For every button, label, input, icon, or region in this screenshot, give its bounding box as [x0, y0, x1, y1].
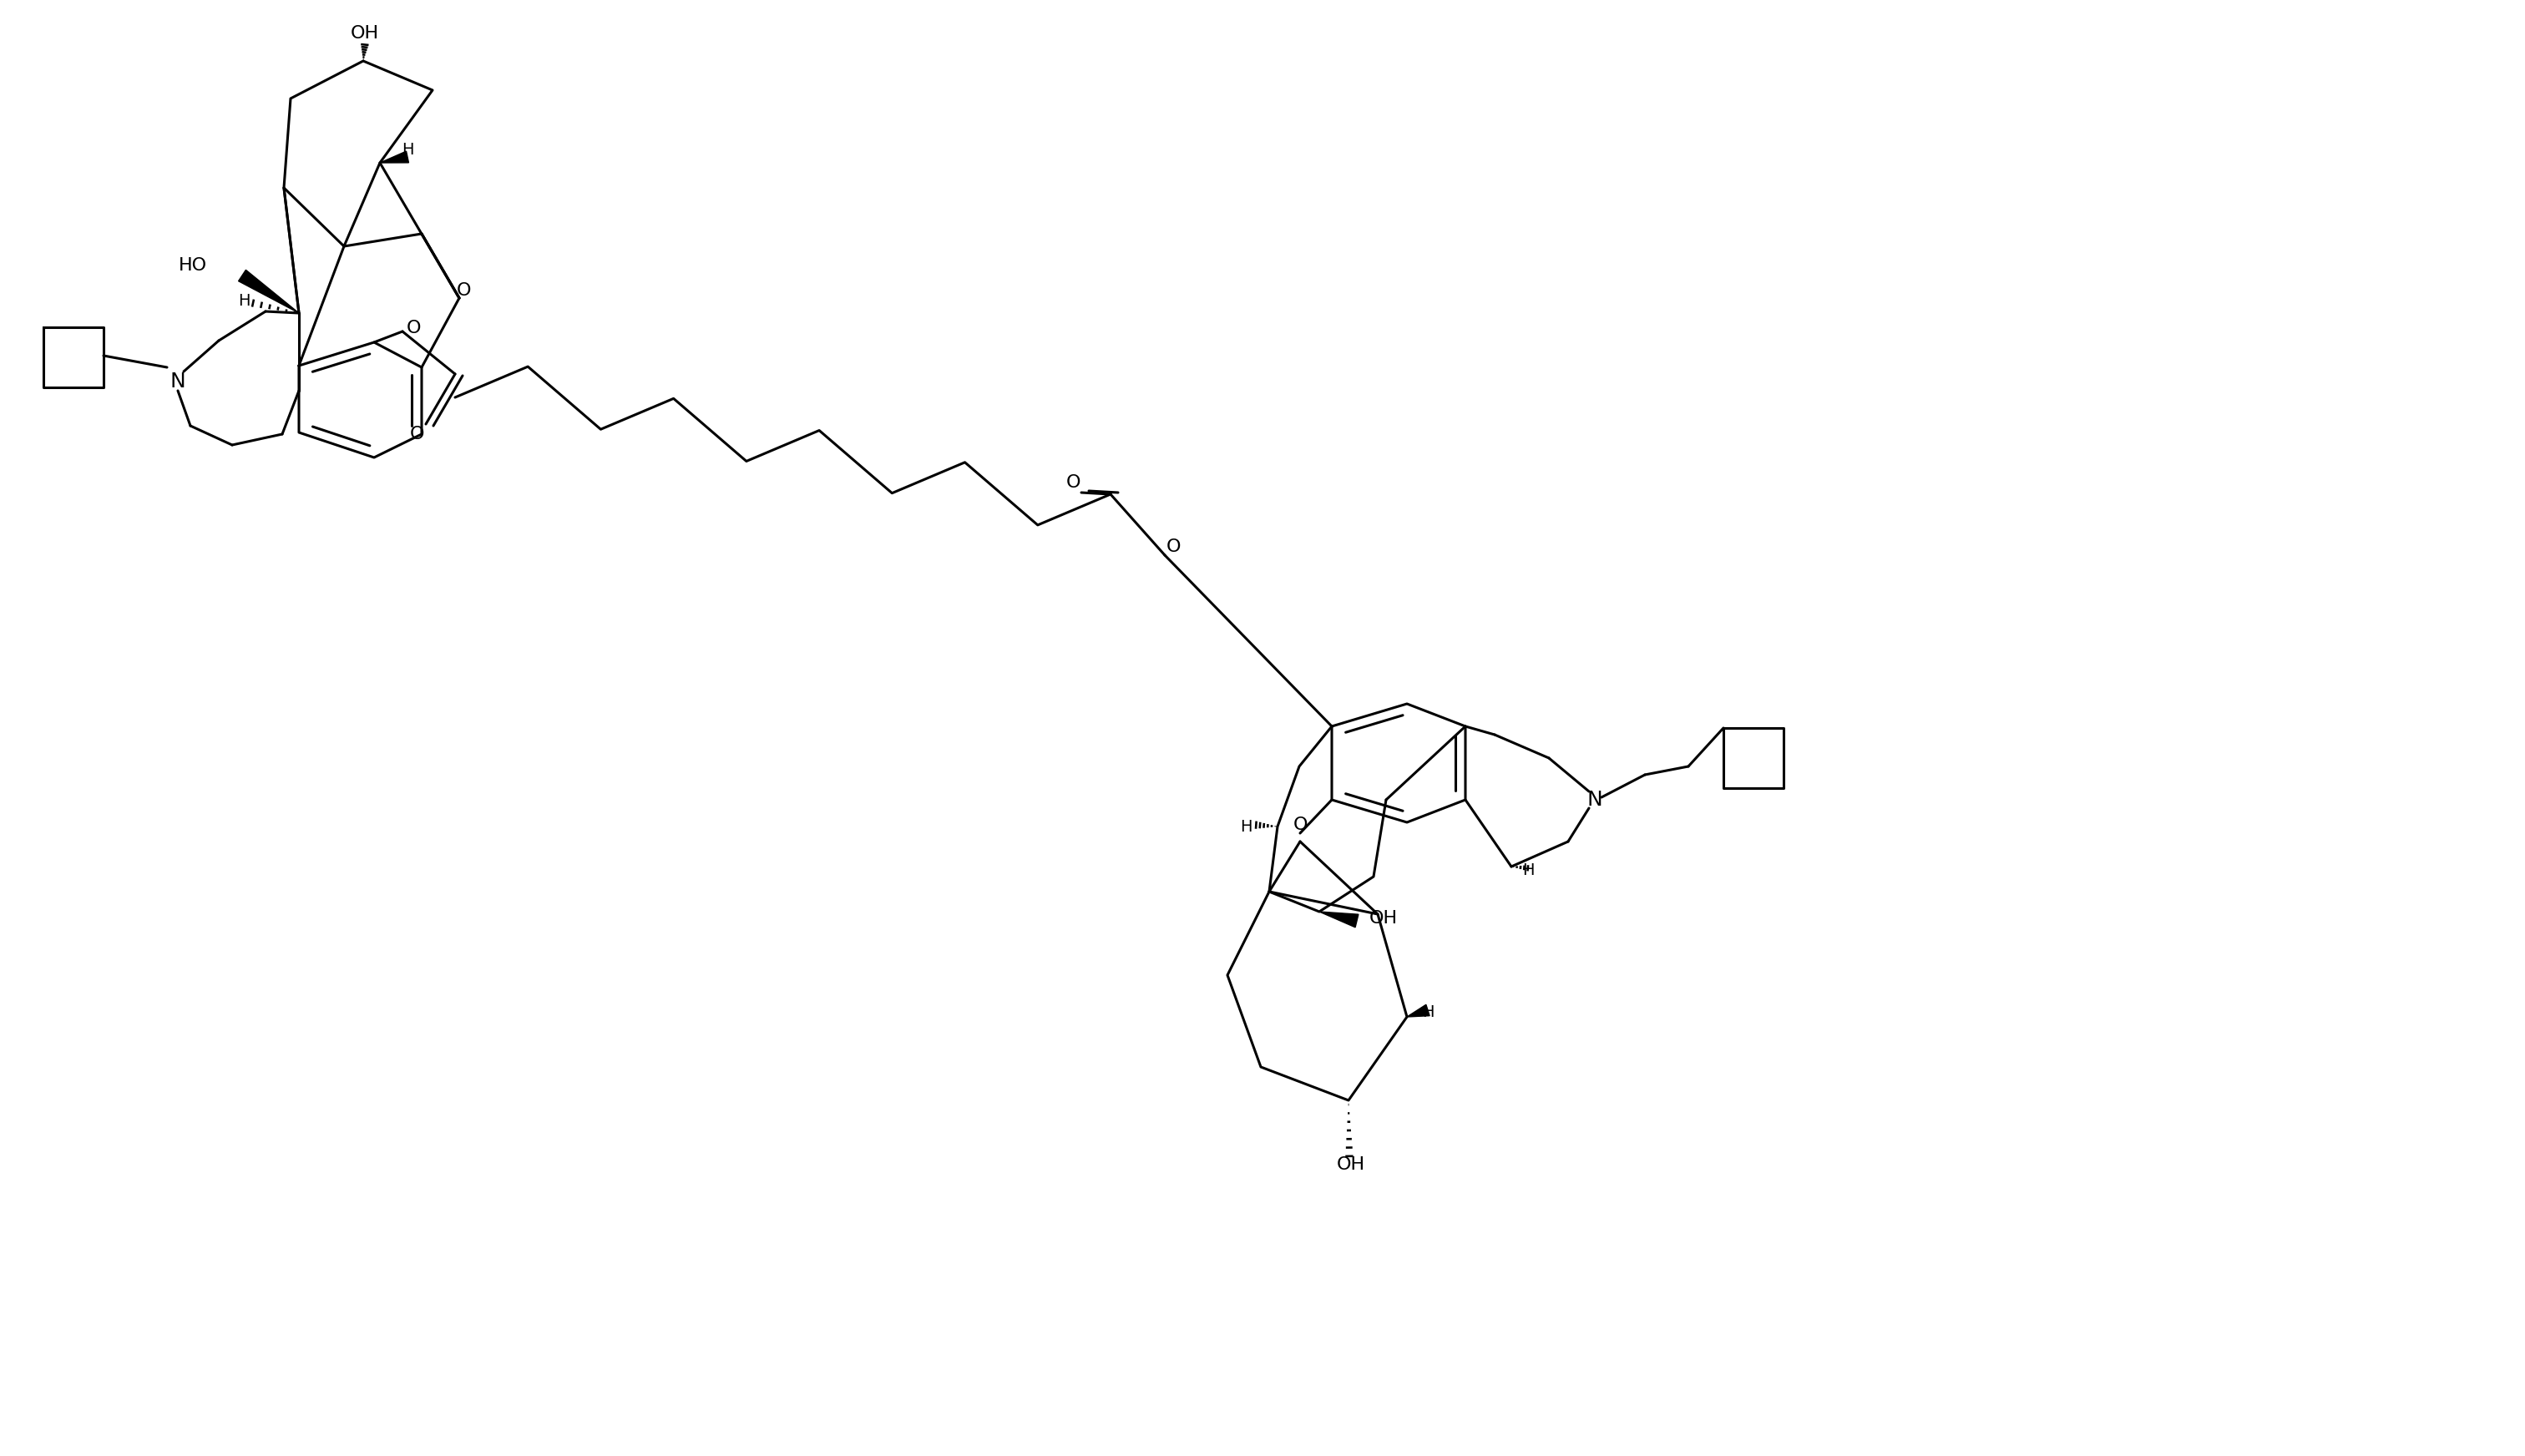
Text: H: H: [1422, 1005, 1434, 1019]
Text: O: O: [409, 425, 424, 443]
Polygon shape: [237, 269, 298, 313]
Text: OH: OH: [351, 25, 379, 42]
Text: N: N: [1588, 789, 1603, 810]
Text: O: O: [1066, 475, 1081, 491]
Polygon shape: [1406, 1005, 1429, 1016]
Text: H: H: [1240, 818, 1252, 834]
Text: O: O: [1167, 539, 1182, 555]
Text: OH: OH: [1369, 910, 1399, 926]
Text: H: H: [237, 293, 250, 309]
Polygon shape: [379, 151, 409, 163]
Text: HO: HO: [179, 258, 207, 274]
Text: O: O: [457, 282, 470, 298]
Text: H: H: [401, 143, 414, 159]
Polygon shape: [1318, 911, 1358, 927]
Text: H: H: [1523, 862, 1535, 878]
Text: OH: OH: [1336, 1156, 1366, 1174]
Text: O: O: [1293, 817, 1308, 833]
Text: O: O: [407, 320, 422, 336]
Text: N: N: [169, 371, 187, 392]
